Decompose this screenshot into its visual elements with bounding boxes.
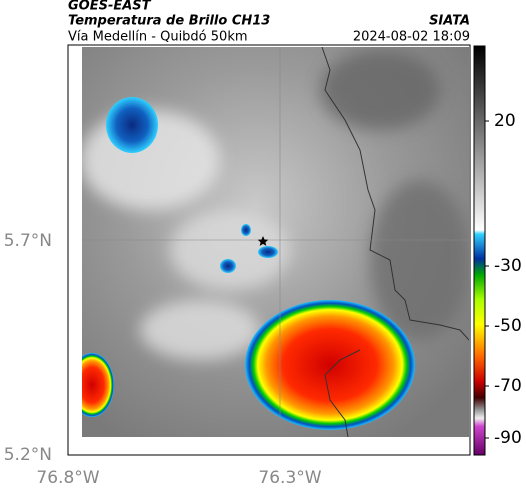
y-label: 5.7°N [4, 231, 52, 251]
datetime: 2024-08-02 18:09 [353, 30, 470, 45]
colorbar-tick-label: -30 [494, 256, 522, 276]
colorbar [473, 45, 486, 456]
x-label: 76.3°W [258, 468, 321, 488]
map-frame [67, 44, 471, 456]
title: Temperatura de Brillo CH13 [68, 14, 270, 29]
colorbar-tick-label: 20 [494, 111, 516, 131]
source: SIATA [429, 14, 470, 29]
colorbar-tick-label: -50 [494, 316, 522, 336]
y-label: 5.2°N [4, 445, 52, 465]
subtitle: Vía Medellín - Quibdó 50km [68, 30, 248, 45]
colorbar-tick-label: -70 [494, 376, 522, 396]
satellite-image [82, 47, 469, 437]
x-label: 76.8°W [36, 468, 99, 488]
satellite: GOES-EAST [68, 0, 152, 14]
colorbar-tick-label: -90 [494, 428, 522, 448]
